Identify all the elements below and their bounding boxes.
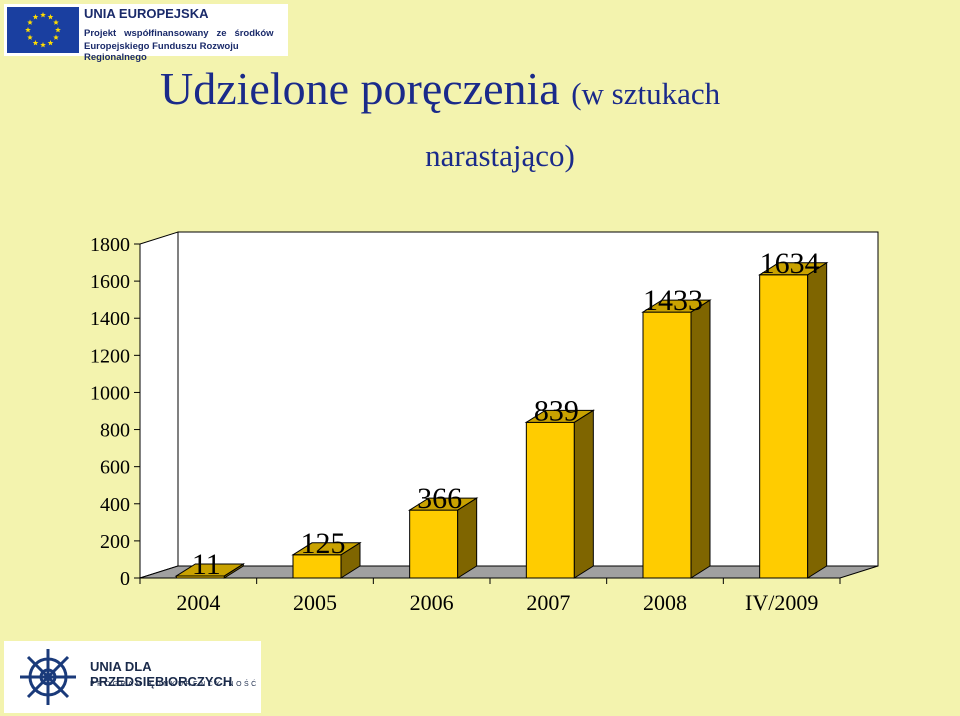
bar-top [407, 497, 479, 511]
bar-top [291, 542, 362, 556]
eu-star [47, 14, 54, 20]
x-tick-label: IV/2009 [745, 590, 818, 615]
bar-top [174, 563, 246, 577]
bar [409, 509, 459, 579]
eu-star [53, 19, 59, 25]
data-label: 11 [192, 548, 221, 581]
y-tick-label: 400 [100, 494, 130, 516]
chart-title-suffix: (w sztukach [571, 76, 721, 111]
eu-star [27, 34, 33, 40]
bar-top [757, 262, 829, 276]
bar-top [524, 409, 596, 423]
y-tick-label: 1600 [90, 271, 130, 293]
eu-star [40, 12, 46, 18]
chart-side-wall [139, 231, 179, 579]
x-tick-label: 2006 [410, 590, 454, 615]
footer-logo-title: UNIA DLA PRZEDSIĘBIORCZYCH [90, 659, 233, 689]
eu-star [55, 27, 61, 33]
data-label: 125 [301, 527, 346, 560]
chart-title-main: Udzielone poręczenia [160, 63, 560, 114]
y-tick-label: 800 [100, 420, 130, 442]
eu-star [53, 34, 59, 40]
data-label: 1634 [760, 247, 820, 280]
data-label: 1433 [643, 284, 703, 317]
eu-star [27, 19, 33, 25]
eu-logo-line2: Europejskiego Funduszu Rozwoju Regionaln… [84, 41, 239, 63]
y-tick-label: 0 [120, 568, 130, 590]
y-tick-label: 600 [100, 457, 130, 479]
eu-star [32, 39, 39, 46]
eu-logo-title: UNIA EUROPEJSKA [84, 6, 209, 21]
y-tick-label: 1800 [90, 234, 130, 256]
x-tick-label: 2008 [643, 590, 687, 615]
x-tick-label: 2007 [526, 590, 570, 615]
bar-top [641, 299, 712, 313]
y-tick-label: 200 [100, 531, 130, 553]
eu-star [32, 14, 39, 20]
data-label: 366 [417, 482, 462, 515]
x-tick-label: 2004 [176, 590, 220, 615]
eu-flag-icon [7, 7, 79, 53]
bar [642, 311, 692, 579]
x-tick-label: 2005 [293, 590, 337, 615]
eu-logo-line1: Projekt współfinansowany ze środków [84, 28, 274, 39]
bar-side [807, 261, 828, 579]
bar [759, 274, 809, 579]
bar-side [573, 409, 594, 579]
data-label: 839 [534, 394, 579, 427]
y-tick-label: 1400 [90, 308, 130, 330]
y-tick-label: 1200 [90, 345, 130, 367]
eu-star [47, 39, 54, 46]
ship-wheel-icon [20, 649, 76, 705]
footer-logo-banner: UNIA DLA PRZEDSIĘBIORCZYCH PROGRAM KONKU… [4, 641, 261, 713]
chart-title: Udzielone poręczenia (w sztukach [160, 62, 720, 121]
chart-title-line2: narastająco) [425, 138, 575, 173]
footer-logo-subtitle: PROGRAM KONKURENCYJNOŚĆ [90, 681, 259, 688]
eu-logo-banner: UNIA EUROPEJSKA Projekt współfinansowany… [4, 4, 288, 63]
bar [525, 421, 575, 579]
eu-star [40, 42, 46, 48]
eu-star [25, 27, 31, 33]
y-tick-label: 1000 [90, 382, 130, 404]
eu-stars-icon [25, 12, 61, 48]
bar-side [690, 299, 711, 579]
